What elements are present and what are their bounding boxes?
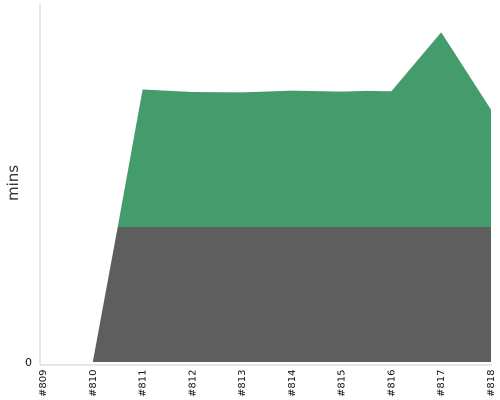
x-tick-label: #816 [386, 370, 397, 397]
x-tick-label: #811 [138, 370, 149, 397]
y-axis-title: mins [4, 165, 22, 201]
area-series-2 [43, 32, 491, 362]
y-tick-labels: 0 [25, 356, 32, 369]
x-tick-label: #813 [237, 370, 248, 397]
area-series-1 [43, 227, 491, 362]
x-tick-label: #814 [287, 370, 298, 397]
x-tick-label: #815 [337, 370, 348, 397]
x-tick-label: #812 [187, 370, 198, 397]
y-tick-label: 0 [25, 356, 32, 369]
x-tick-labels: #809 #810 #811 #812 #813 #814 #815 #816 #817 #818 [38, 370, 497, 397]
x-tick-label: #809 [38, 370, 49, 397]
area-series-group [43, 32, 491, 362]
x-tick-label: #810 [88, 370, 99, 397]
x-tick-label: #817 [436, 370, 447, 397]
x-tick-label: #818 [486, 370, 497, 397]
